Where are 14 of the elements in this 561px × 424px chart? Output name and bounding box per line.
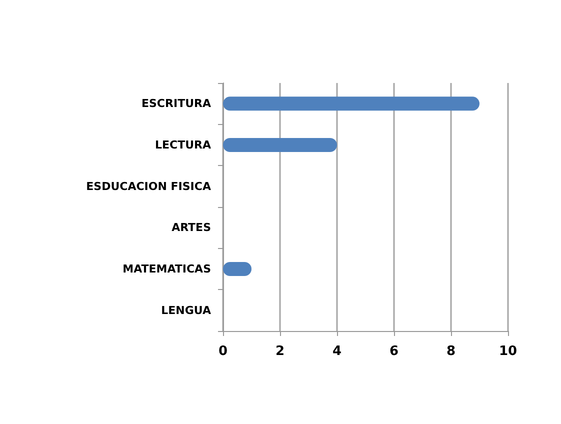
x-tick-label: 2 <box>275 344 285 359</box>
y-tick-label: ARTES <box>172 221 212 234</box>
bar <box>223 138 337 152</box>
y-tick-label: ESDUCACION FISICA <box>86 180 212 193</box>
x-tick-label: 4 <box>332 344 342 359</box>
y-tick-label: LECTURA <box>154 138 212 152</box>
y-tick-label: LENGUA <box>161 304 212 317</box>
x-tick-label: 8 <box>446 344 456 359</box>
x-tick-label: 10 <box>498 344 518 359</box>
y-tick-label: MATEMATICAS <box>122 262 212 276</box>
x-tick-label: 0 <box>218 344 228 359</box>
y-tick-label: ESCRITURA <box>142 97 212 110</box>
x-tick-label: 6 <box>389 344 399 359</box>
bar <box>223 96 480 111</box>
